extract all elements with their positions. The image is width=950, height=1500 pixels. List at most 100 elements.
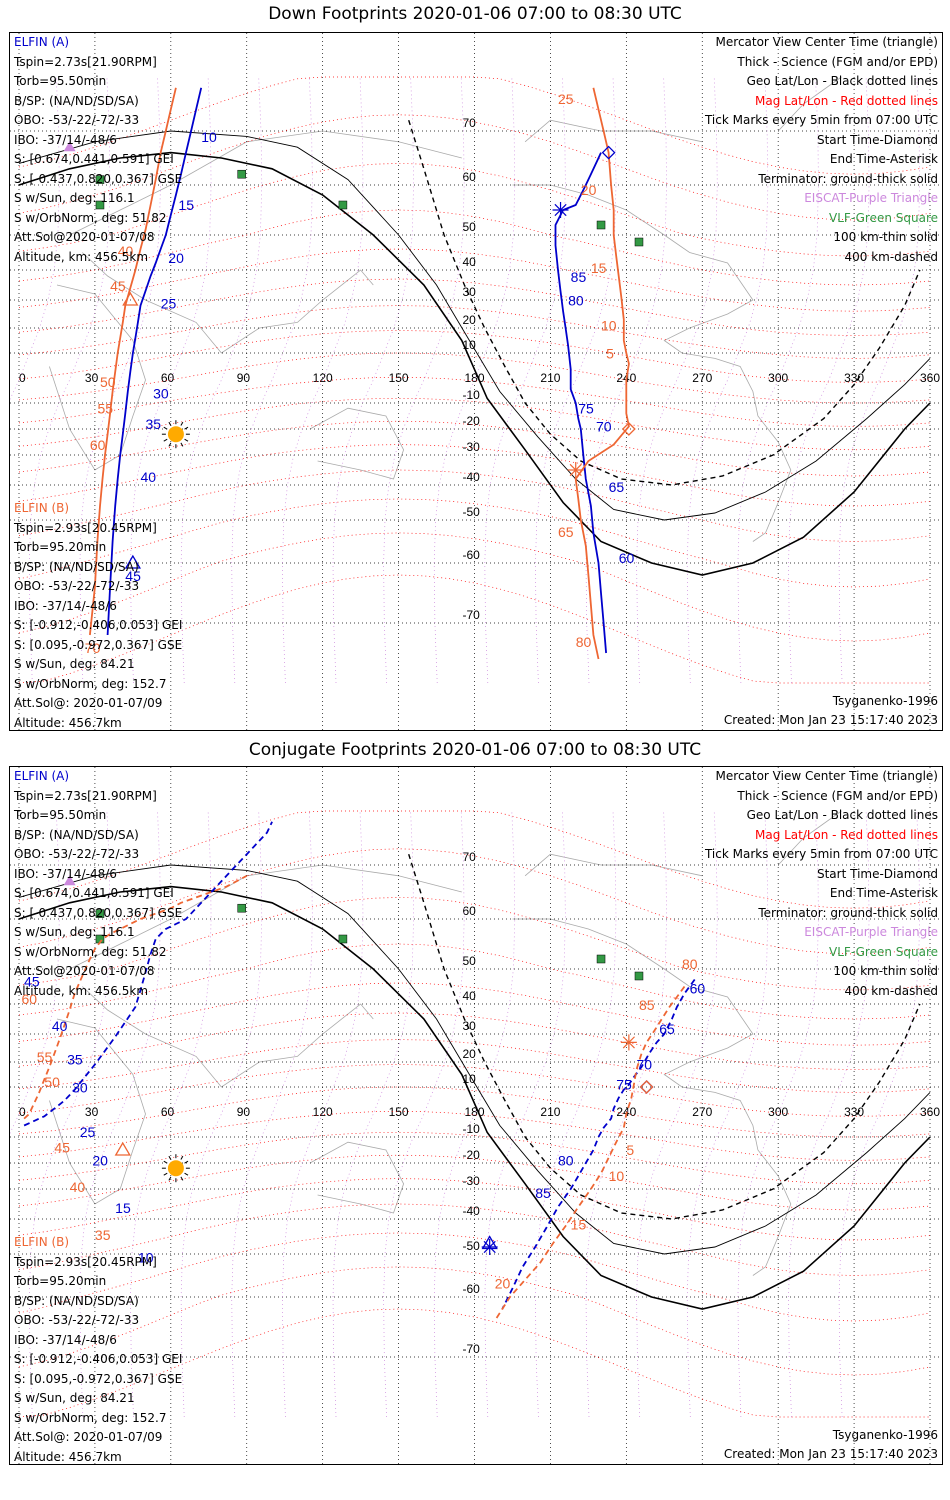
- elfin-b-param-line: S w/OrbNorm, deg: 152.7: [14, 676, 167, 691]
- coastline: [524, 853, 703, 877]
- elfin-a-tick-label: 65: [609, 479, 625, 495]
- mag-meridian: [130, 76, 212, 684]
- sun-ray: [184, 1172, 189, 1176]
- coastline: [49, 1018, 146, 1205]
- lat-tick-label: -60: [463, 1282, 481, 1296]
- elfin-a-tick-label: 85: [571, 269, 587, 285]
- elfin-a-track: [23, 821, 273, 1127]
- sun-ray: [184, 438, 189, 442]
- elfin-a-label: ELFIN (A): [14, 769, 70, 783]
- elfin-b-param-line: S: [0.095,-0.972,0.367] GSE: [14, 637, 183, 652]
- lat-tick-label: 20: [463, 1047, 477, 1061]
- elfin-a-tick-label: 60: [690, 981, 706, 997]
- legend-item: Mag Lat/Lon - Red dotted lines: [754, 827, 938, 842]
- lon-tick-label: 120: [313, 371, 333, 385]
- elfin-a-track: [554, 152, 607, 654]
- mag-meridian: [383, 810, 465, 1418]
- elfin-a-param-line: Tspin=2.73s[21.90RPM]: [14, 54, 157, 69]
- sun-ray: [163, 426, 168, 430]
- legend-item: Thick - Science (FGM and/or EPD): [737, 54, 938, 69]
- lat-tick-label: -70: [463, 608, 481, 622]
- lat-tick-label: -10: [463, 388, 481, 402]
- legend-item: VLF-Green Square: [829, 944, 938, 959]
- elfin-a-param-line: S w/Sun, deg: 116.1: [14, 191, 135, 205]
- coastline: [309, 407, 405, 480]
- elfin-b-tick-label: 5: [606, 345, 614, 361]
- terminator-ground: [18, 151, 931, 576]
- elfin-b-info: ELFIN (B) Tspin=2.93s[20.45RPM] Torb=95.2…: [14, 1233, 182, 1464]
- elfin-a-tick-label: 75: [616, 1077, 632, 1093]
- lon-tick-label: 210: [540, 1105, 560, 1119]
- lon-tick-label: 360: [920, 371, 940, 385]
- mag-meridian: [180, 76, 263, 684]
- sun-ray: [163, 1172, 168, 1176]
- elfin-b-tick-label: 60: [90, 437, 106, 453]
- elfin-a-param-line: S: [-0.437,0.820,0.367] GSE: [14, 905, 183, 920]
- elfin-a-param-line: S w/Sun, deg: 116.1: [14, 925, 135, 939]
- lat-tick-label: -30: [463, 1174, 481, 1188]
- legend-item: VLF-Green Square: [829, 210, 938, 225]
- elfin-b-tick-label: 5: [626, 1142, 634, 1158]
- elfin-b-param-line: S w/Sun, deg: 84.21: [14, 1391, 135, 1405]
- terminator-400km: [408, 119, 921, 486]
- sun-ray: [168, 442, 172, 447]
- elfin-b-param-line: Torb=95.20min: [14, 540, 107, 554]
- coastline: [512, 184, 792, 542]
- elfin-a-tick-label: 45: [24, 974, 40, 990]
- elfin-b-param-line: IBO: -37/14/-48/6: [14, 598, 117, 613]
- mag-meridian: [433, 76, 516, 684]
- lon-tick-label: 60: [161, 1105, 175, 1119]
- legend-item: EISCAT-Purple Triangle: [804, 191, 938, 205]
- lon-tick-label: 300: [768, 1105, 788, 1119]
- elfin-b-tick-label: 40: [70, 1179, 86, 1195]
- elfin-a-tick-label: 80: [558, 1153, 574, 1169]
- elfin-b-tick-label: 80: [682, 956, 698, 972]
- lon-tick-label: 120: [313, 1105, 333, 1119]
- start-diamond: [639, 1080, 654, 1094]
- center-triangle: [481, 1235, 498, 1250]
- elfin-b-tick-label: 50: [44, 1074, 60, 1090]
- terminator-100km: [18, 130, 931, 521]
- legend-item: Terminator: ground-thick solid: [758, 171, 938, 186]
- vlf-square: [596, 954, 606, 964]
- elfin-a-tick-label: 40: [140, 469, 156, 485]
- mag-parallel: [18, 532, 931, 642]
- elfin-b-tick-label: 15: [591, 260, 607, 276]
- elfin-a-tick-label: 15: [178, 197, 194, 213]
- elfin-a-param-line: S w/OrbNorm, deg: 51.82: [14, 944, 167, 959]
- legend-item: Geo Lat/Lon - Black dotted lines: [746, 74, 938, 88]
- map-canvas-down: 0 30 60 90 120 150 180 210 240 270 300 330 360706050…: [10, 33, 942, 730]
- elfin-b-param-line: Altitude: 456.7km: [14, 715, 122, 730]
- mag-meridian: [686, 76, 769, 684]
- lat-tick-label: 50: [463, 220, 477, 234]
- created-label: Created: Mon Jan 23 15:17:40 2023: [723, 713, 938, 727]
- elfin-b-tick-label: 20: [495, 1275, 511, 1291]
- panel-title-conjugate: Conjugate Footprints 2020-01-06 07:00 to…: [248, 740, 702, 760]
- lon-tick-label: 90: [237, 371, 251, 385]
- lon-tick-label: 150: [389, 1105, 409, 1119]
- center-triangle: [124, 554, 142, 569]
- coastline: [49, 284, 146, 471]
- legend-item: Start Time-Diamond: [816, 866, 938, 881]
- mag-parallel: [18, 1203, 931, 1276]
- elfin-b-param-line: Tspin=2.93s[20.45RPM]: [14, 520, 157, 535]
- vlf-square: [338, 200, 348, 210]
- elfin-b-param-line: B/SP: (NA/ND/SD/SA): [14, 1293, 139, 1308]
- elfin-a-tick-label: 30: [72, 1079, 88, 1095]
- vlf-square: [634, 237, 644, 247]
- elfin-b-tick-label: 80: [576, 634, 592, 650]
- mag-meridian: [535, 76, 617, 684]
- sun-ray: [180, 1176, 184, 1181]
- lon-tick-label: 360: [920, 1105, 940, 1119]
- elfin-b-param-line: Tspin=2.93s[20.45RPM]: [14, 1254, 157, 1269]
- sun-icon: [167, 1160, 184, 1177]
- elfin-a-tick-label: 40: [52, 1018, 68, 1034]
- end-asterisk: [569, 463, 582, 477]
- elfin-b-param-line: S w/Sun, deg: 84.21: [14, 657, 135, 671]
- lat-tick-label: 40: [463, 989, 477, 1003]
- panel-title-down: Down Footprints 2020-01-06 07:00 to 08:3…: [268, 4, 682, 24]
- coastline: [309, 1141, 405, 1214]
- elfin-a-params: Tspin=2.73s[21.90RPM] Torb=95.50min B/SP: …: [14, 787, 182, 1002]
- terminator-400km: [408, 853, 921, 1220]
- lon-tick-label: 180: [465, 1105, 485, 1119]
